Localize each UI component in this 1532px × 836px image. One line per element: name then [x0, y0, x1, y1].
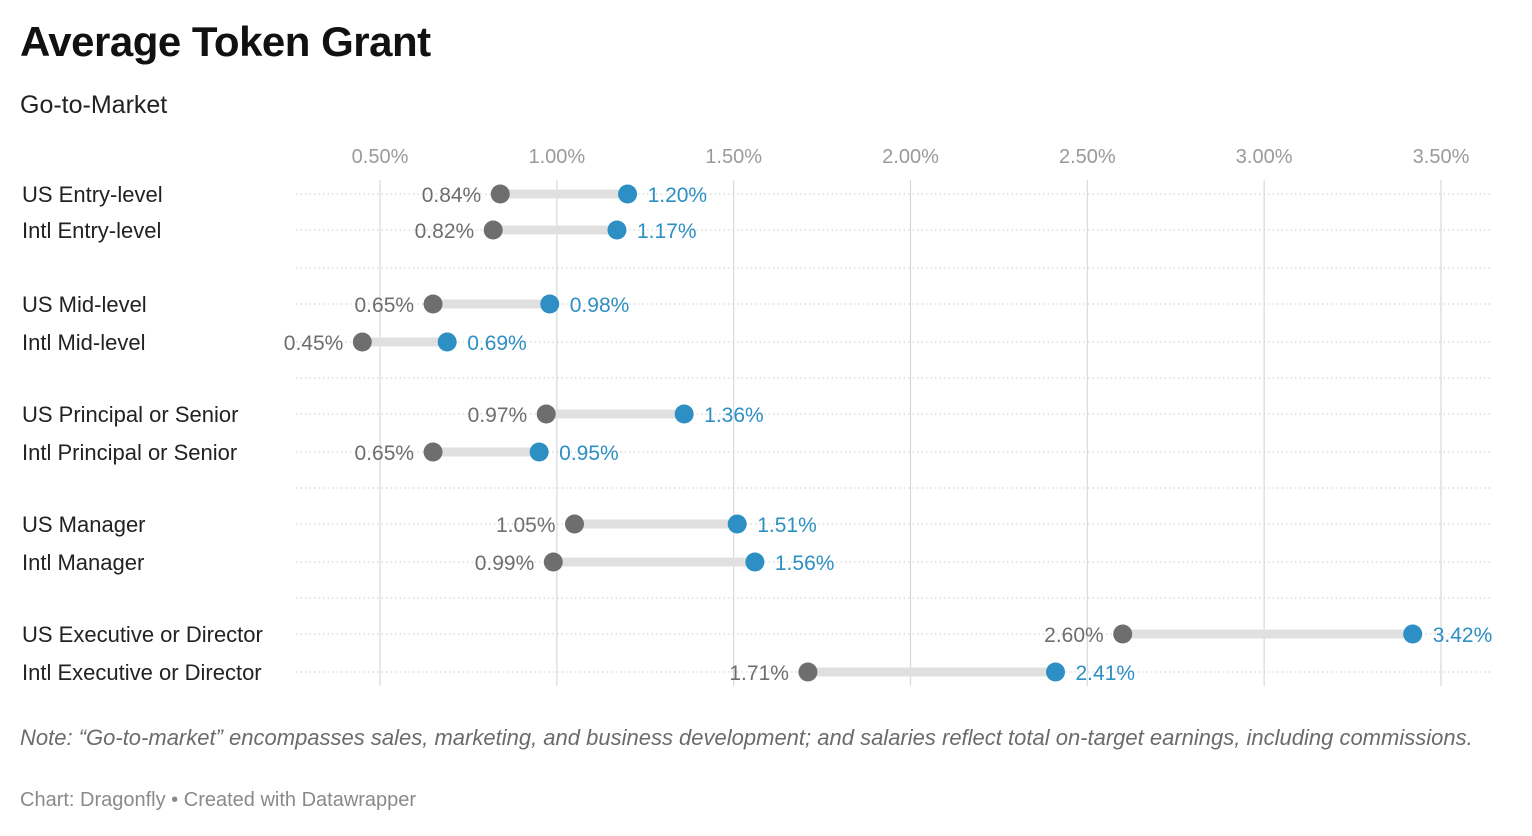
x-tick-label: 3.50%: [1413, 146, 1470, 168]
chart-row: Intl Entry-level 0.82% 1.17%: [22, 218, 697, 243]
row-label: US Manager: [22, 512, 146, 537]
end-value-label: 0.98%: [570, 294, 630, 317]
chart-title: Average Token Grant: [20, 18, 431, 65]
start-value-label: 0.99%: [475, 552, 535, 575]
row-label: Intl Manager: [22, 550, 144, 575]
row-label: US Principal or Senior: [22, 402, 238, 427]
chart-row: US Mid-level 0.65% 0.98%: [22, 292, 629, 317]
x-tick-label: 3.00%: [1236, 146, 1293, 168]
chart-footer: Chart: Dragonfly • Created with Datawrap…: [20, 789, 416, 812]
start-point: [1113, 624, 1133, 644]
start-point: [483, 220, 503, 240]
row-label: Intl Entry-level: [22, 218, 161, 243]
start-point: [543, 552, 563, 572]
start-point: [565, 514, 585, 534]
chart-rows: US Entry-level 0.84% 1.20% Intl Entry-level…: [22, 182, 1492, 685]
start-point: [798, 662, 818, 682]
start-value-label: 0.97%: [468, 404, 528, 427]
row-label: US Mid-level: [22, 292, 147, 317]
x-tick-label: 2.50%: [1059, 146, 1116, 168]
end-value-label: 1.36%: [704, 404, 764, 427]
end-value-label: 0.69%: [467, 332, 527, 355]
chart-row: Intl Manager 0.99% 1.56%: [22, 550, 834, 575]
end-value-label: 0.95%: [559, 442, 619, 465]
end-point: [1403, 624, 1423, 644]
end-point: [745, 552, 765, 572]
end-point: [437, 332, 457, 352]
end-point: [618, 184, 638, 204]
chart-subtitle: Go-to-Market: [20, 91, 168, 119]
start-value-label: 0.65%: [355, 294, 415, 317]
start-value-label: 1.71%: [729, 662, 789, 685]
row-label: US Executive or Director: [22, 622, 263, 647]
end-value-label: 1.17%: [637, 220, 697, 243]
start-point: [423, 294, 443, 314]
x-tick-label: 1.00%: [528, 146, 585, 168]
start-value-label: 0.82%: [415, 220, 475, 243]
start-value-label: 1.05%: [496, 514, 556, 537]
end-value-label: 1.20%: [648, 184, 708, 207]
start-value-label: 0.45%: [284, 332, 344, 355]
end-value-label: 1.56%: [775, 552, 835, 575]
x-tick-label: 2.00%: [882, 146, 939, 168]
chart-source: Chart: Dragonfly: [20, 789, 166, 811]
chart-row: Intl Principal or Senior 0.65% 0.95%: [22, 440, 619, 465]
end-value-label: 3.42%: [1433, 624, 1493, 647]
chart-row: US Principal or Senior 0.97% 1.36%: [22, 402, 764, 427]
start-value-label: 0.65%: [355, 442, 415, 465]
end-point: [607, 220, 627, 240]
chart-note: Note: “Go-to-market” encompasses sales, …: [20, 725, 1473, 750]
chart-row: US Entry-level 0.84% 1.20%: [22, 182, 707, 207]
end-point: [727, 514, 747, 534]
end-point: [540, 294, 560, 314]
start-point: [423, 442, 443, 462]
start-point: [536, 404, 556, 424]
end-value-label: 2.41%: [1076, 662, 1136, 685]
gridlines: [296, 180, 1490, 686]
chart-row: Intl Executive or Director 1.71% 2.41%: [22, 660, 1135, 685]
x-axis-ticks: 0.50% 1.00% 1.50% 2.00% 2.50% 3.00% 3.50%: [352, 146, 1470, 168]
chart-row: Intl Mid-level 0.45% 0.69%: [22, 330, 527, 355]
datawrapper-credit-link[interactable]: Created with Datawrapper: [183, 789, 417, 811]
start-point: [490, 184, 510, 204]
range-dot-chart: 0.50% 1.00% 1.50% 2.00% 2.50% 3.00% 3.50% US E…: [22, 146, 1492, 686]
footer-separator: •: [165, 789, 184, 811]
chart-row: US Manager 1.05% 1.51%: [22, 512, 817, 537]
start-value-label: 2.60%: [1044, 624, 1104, 647]
row-label: Intl Mid-level: [22, 330, 145, 355]
end-point: [1046, 662, 1066, 682]
x-tick-label: 1.50%: [705, 146, 762, 168]
x-tick-label: 0.50%: [352, 146, 409, 168]
chart-row: US Executive or Director 2.60% 3.42%: [22, 622, 1492, 647]
row-label: Intl Executive or Director: [22, 660, 262, 685]
start-point: [352, 332, 372, 352]
end-point: [529, 442, 549, 462]
row-label: Intl Principal or Senior: [22, 440, 237, 465]
start-value-label: 0.84%: [422, 184, 482, 207]
row-label: US Entry-level: [22, 182, 163, 207]
end-value-label: 1.51%: [757, 514, 817, 537]
end-point: [674, 404, 694, 424]
